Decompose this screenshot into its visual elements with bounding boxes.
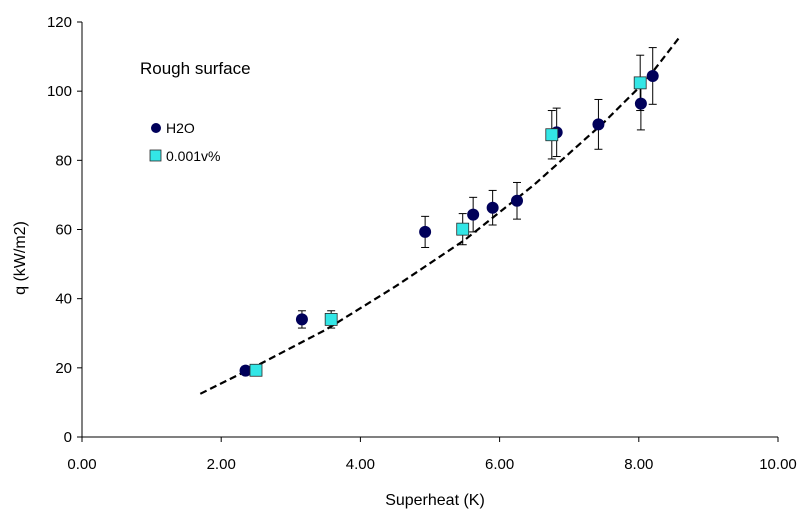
x-tick-labels: 0.00 2.00 4.00 6.00 8.00 10.00	[67, 456, 796, 473]
legend-label-h2o: H2O	[166, 120, 195, 136]
y-tick-label: 80	[55, 152, 72, 169]
x-tick-label: 8.00	[624, 456, 653, 473]
h2o-point	[467, 208, 480, 221]
nanofluid-point	[633, 76, 647, 90]
annotation-rough-surface: Rough surface	[140, 59, 251, 78]
axes	[77, 21, 779, 442]
h2o-point	[511, 194, 523, 207]
y-tick-label: 0	[64, 429, 72, 446]
legend-marker-0001v	[149, 149, 162, 162]
x-tick-label: 2.00	[207, 456, 236, 473]
x-tick-label: 6.00	[485, 456, 514, 473]
x-tick-label: 4.00	[346, 456, 375, 473]
legend: H2O 0.001v%	[149, 120, 220, 164]
y-tick-labels: 0 20 40 60 80 100 120	[47, 14, 72, 446]
h2o-point	[239, 364, 252, 377]
h2o-point	[295, 313, 308, 326]
x-tick-label: 10.00	[759, 456, 797, 473]
nanofluid-point	[324, 313, 338, 326]
h2o-point	[646, 69, 659, 82]
y-tick-label: 100	[47, 83, 72, 100]
y-tick-label: 60	[55, 222, 72, 239]
nanofluid-point	[456, 222, 470, 236]
h2o-point	[419, 225, 432, 238]
nanofluid-point	[249, 363, 263, 377]
nanofluid-point	[545, 128, 559, 142]
legend-label-0001v: 0.001v%	[166, 148, 220, 164]
trend-line	[199, 35, 682, 395]
y-tick-label: 20	[55, 360, 72, 377]
x-tick-label: 0.00	[67, 456, 96, 473]
h2o-point	[592, 118, 605, 131]
trend-line-group	[199, 35, 682, 395]
data-markers	[239, 69, 659, 377]
h2o-point	[486, 201, 499, 214]
y-tick-label: 40	[55, 291, 72, 308]
h2o-point	[634, 97, 647, 110]
y-axis-title: q (kW/m2)	[12, 221, 29, 295]
legend-marker-h2o	[151, 123, 161, 133]
error-bars	[241, 47, 657, 376]
x-axis-title: Superheat (K)	[385, 492, 485, 509]
y-tick-label: 120	[47, 14, 72, 31]
